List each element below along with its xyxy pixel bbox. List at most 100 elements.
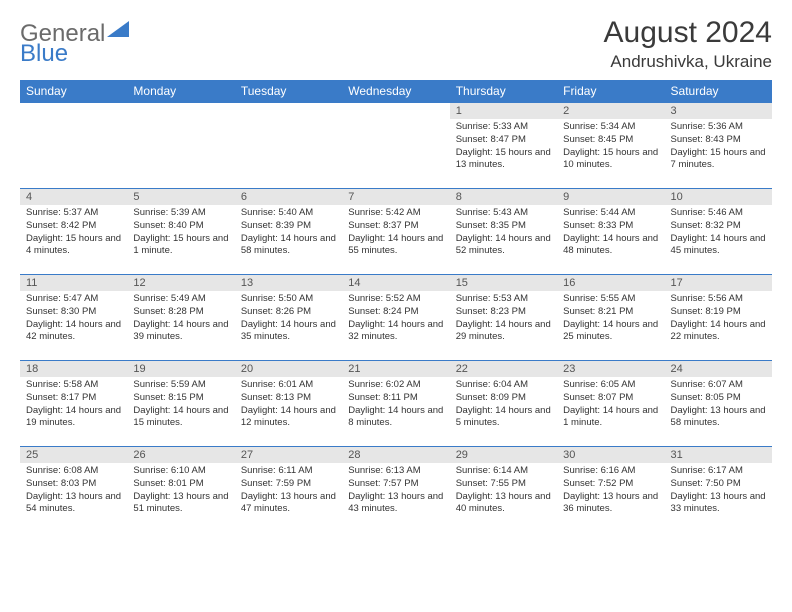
day-details: Sunrise: 5:44 AMSunset: 8:33 PMDaylight:… — [557, 205, 664, 262]
sunset: Sunset: 8:21 PM — [563, 306, 658, 319]
calendar-cell: 10Sunrise: 5:46 AMSunset: 8:32 PMDayligh… — [665, 189, 772, 275]
day-details: Sunrise: 5:37 AMSunset: 8:42 PMDaylight:… — [20, 205, 127, 262]
sunrise: Sunrise: 5:33 AM — [456, 121, 551, 134]
daylight: Daylight: 13 hours and 40 minutes. — [456, 491, 551, 517]
calendar-cell: 13Sunrise: 5:50 AMSunset: 8:26 PMDayligh… — [235, 275, 342, 361]
day-number: 15 — [450, 275, 557, 291]
sunset: Sunset: 7:52 PM — [563, 478, 658, 491]
daylight: Daylight: 14 hours and 45 minutes. — [671, 233, 766, 259]
day-details: Sunrise: 6:07 AMSunset: 8:05 PMDaylight:… — [665, 377, 772, 434]
day-header: Monday — [127, 80, 234, 103]
daylight: Daylight: 13 hours and 58 minutes. — [671, 405, 766, 431]
day-details: Sunrise: 5:47 AMSunset: 8:30 PMDaylight:… — [20, 291, 127, 348]
sunrise: Sunrise: 5:39 AM — [133, 207, 228, 220]
daylight: Daylight: 13 hours and 33 minutes. — [671, 491, 766, 517]
calendar-cell — [342, 103, 449, 189]
sunrise: Sunrise: 5:58 AM — [26, 379, 121, 392]
sunrise: Sunrise: 5:50 AM — [241, 293, 336, 306]
calendar-cell: 23Sunrise: 6:05 AMSunset: 8:07 PMDayligh… — [557, 361, 664, 447]
daylight: Daylight: 15 hours and 13 minutes. — [456, 147, 551, 173]
day-details: Sunrise: 6:14 AMSunset: 7:55 PMDaylight:… — [450, 463, 557, 520]
day-number — [342, 103, 449, 119]
sunrise: Sunrise: 6:05 AM — [563, 379, 658, 392]
sunrise: Sunrise: 6:11 AM — [241, 465, 336, 478]
calendar-cell — [235, 103, 342, 189]
day-number: 21 — [342, 361, 449, 377]
day-number — [235, 103, 342, 119]
sunrise: Sunrise: 6:02 AM — [348, 379, 443, 392]
sunset: Sunset: 7:59 PM — [241, 478, 336, 491]
day-number: 27 — [235, 447, 342, 463]
day-number: 9 — [557, 189, 664, 205]
sunrise: Sunrise: 5:36 AM — [671, 121, 766, 134]
day-details: Sunrise: 6:08 AMSunset: 8:03 PMDaylight:… — [20, 463, 127, 520]
calendar-cell: 2Sunrise: 5:34 AMSunset: 8:45 PMDaylight… — [557, 103, 664, 189]
calendar-row: 11Sunrise: 5:47 AMSunset: 8:30 PMDayligh… — [20, 275, 772, 361]
day-header: Wednesday — [342, 80, 449, 103]
day-details: Sunrise: 5:59 AMSunset: 8:15 PMDaylight:… — [127, 377, 234, 434]
sunrise: Sunrise: 5:49 AM — [133, 293, 228, 306]
day-details: Sunrise: 5:58 AMSunset: 8:17 PMDaylight:… — [20, 377, 127, 434]
calendar-cell: 9Sunrise: 5:44 AMSunset: 8:33 PMDaylight… — [557, 189, 664, 275]
day-header: Sunday — [20, 80, 127, 103]
daylight: Daylight: 13 hours and 43 minutes. — [348, 491, 443, 517]
sunset: Sunset: 8:28 PM — [133, 306, 228, 319]
day-number: 12 — [127, 275, 234, 291]
sunset: Sunset: 8:32 PM — [671, 220, 766, 233]
day-header: Friday — [557, 80, 664, 103]
calendar-row: 25Sunrise: 6:08 AMSunset: 8:03 PMDayligh… — [20, 447, 772, 533]
day-details: Sunrise: 5:52 AMSunset: 8:24 PMDaylight:… — [342, 291, 449, 348]
day-number: 17 — [665, 275, 772, 291]
day-number: 8 — [450, 189, 557, 205]
sunset: Sunset: 8:45 PM — [563, 134, 658, 147]
sunrise: Sunrise: 5:42 AM — [348, 207, 443, 220]
daylight: Daylight: 14 hours and 15 minutes. — [133, 405, 228, 431]
sunset: Sunset: 8:30 PM — [26, 306, 121, 319]
daylight: Daylight: 14 hours and 1 minute. — [563, 405, 658, 431]
daylight: Daylight: 14 hours and 48 minutes. — [563, 233, 658, 259]
day-details: Sunrise: 6:02 AMSunset: 8:11 PMDaylight:… — [342, 377, 449, 434]
logo-text-2: Blue — [20, 40, 68, 68]
calendar-cell: 28Sunrise: 6:13 AMSunset: 7:57 PMDayligh… — [342, 447, 449, 533]
sunrise: Sunrise: 5:46 AM — [671, 207, 766, 220]
calendar-cell: 27Sunrise: 6:11 AMSunset: 7:59 PMDayligh… — [235, 447, 342, 533]
sunset: Sunset: 8:42 PM — [26, 220, 121, 233]
sunrise: Sunrise: 5:43 AM — [456, 207, 551, 220]
day-number: 28 — [342, 447, 449, 463]
sunset: Sunset: 8:03 PM — [26, 478, 121, 491]
sunrise: Sunrise: 6:07 AM — [671, 379, 766, 392]
day-details: Sunrise: 6:04 AMSunset: 8:09 PMDaylight:… — [450, 377, 557, 434]
day-number: 11 — [20, 275, 127, 291]
day-header: Saturday — [665, 80, 772, 103]
calendar-cell: 15Sunrise: 5:53 AMSunset: 8:23 PMDayligh… — [450, 275, 557, 361]
day-header-row: Sunday Monday Tuesday Wednesday Thursday… — [20, 80, 772, 103]
calendar-cell: 26Sunrise: 6:10 AMSunset: 8:01 PMDayligh… — [127, 447, 234, 533]
sunrise: Sunrise: 6:10 AM — [133, 465, 228, 478]
calendar-cell: 4Sunrise: 5:37 AMSunset: 8:42 PMDaylight… — [20, 189, 127, 275]
logo-triangle-icon — [107, 16, 129, 44]
day-number: 23 — [557, 361, 664, 377]
day-number: 16 — [557, 275, 664, 291]
day-details: Sunrise: 5:53 AMSunset: 8:23 PMDaylight:… — [450, 291, 557, 348]
calendar-cell: 20Sunrise: 6:01 AMSunset: 8:13 PMDayligh… — [235, 361, 342, 447]
day-header: Thursday — [450, 80, 557, 103]
calendar-table: Sunday Monday Tuesday Wednesday Thursday… — [20, 80, 772, 533]
day-details — [127, 119, 234, 125]
day-details: Sunrise: 5:42 AMSunset: 8:37 PMDaylight:… — [342, 205, 449, 262]
sunset: Sunset: 8:17 PM — [26, 392, 121, 405]
sunrise: Sunrise: 6:04 AM — [456, 379, 551, 392]
day-number: 31 — [665, 447, 772, 463]
daylight: Daylight: 15 hours and 10 minutes. — [563, 147, 658, 173]
calendar-cell: 30Sunrise: 6:16 AMSunset: 7:52 PMDayligh… — [557, 447, 664, 533]
day-header: Tuesday — [235, 80, 342, 103]
calendar-cell: 29Sunrise: 6:14 AMSunset: 7:55 PMDayligh… — [450, 447, 557, 533]
sunset: Sunset: 8:33 PM — [563, 220, 658, 233]
sunrise: Sunrise: 6:16 AM — [563, 465, 658, 478]
calendar-cell: 19Sunrise: 5:59 AMSunset: 8:15 PMDayligh… — [127, 361, 234, 447]
daylight: Daylight: 15 hours and 7 minutes. — [671, 147, 766, 173]
daylight: Daylight: 15 hours and 4 minutes. — [26, 233, 121, 259]
day-number: 7 — [342, 189, 449, 205]
sunset: Sunset: 8:23 PM — [456, 306, 551, 319]
sunset: Sunset: 8:09 PM — [456, 392, 551, 405]
daylight: Daylight: 14 hours and 29 minutes. — [456, 319, 551, 345]
